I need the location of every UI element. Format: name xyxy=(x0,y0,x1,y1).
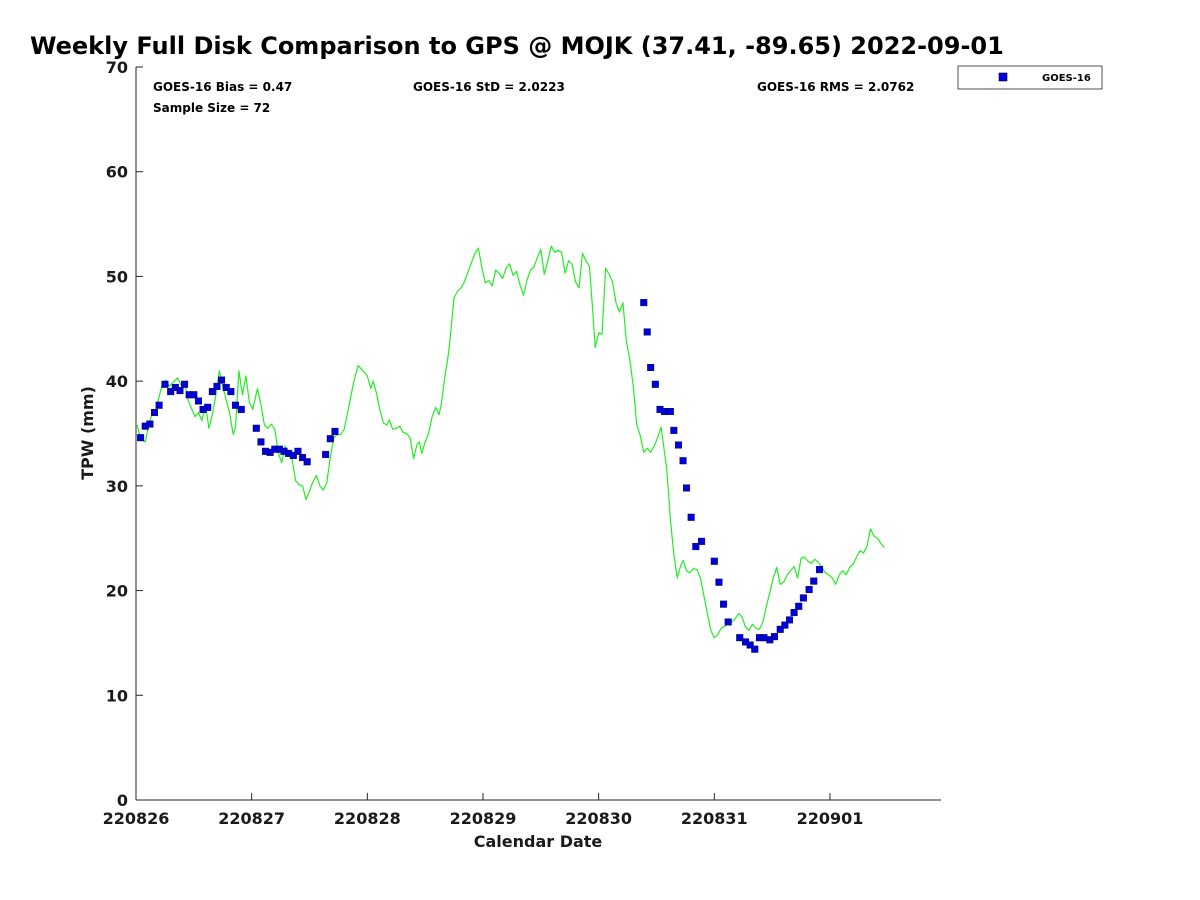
x-axis-ticks: 220826 220827 220828 220829 220830 220831 2209… xyxy=(103,793,864,828)
goes16-point xyxy=(190,391,198,399)
goes16-point xyxy=(751,645,759,653)
legend-marker-goes16 xyxy=(998,72,1008,82)
x-tick-label: 220830 xyxy=(565,809,632,828)
goes16-point xyxy=(237,405,245,413)
goes16-point xyxy=(666,408,674,416)
goes16-point xyxy=(776,625,784,633)
goes16-point xyxy=(683,484,691,492)
bias-stat: GOES-16 Bias = 0.47 xyxy=(153,80,292,94)
y-tick-label: 10 xyxy=(106,686,128,705)
goes16-point xyxy=(692,543,700,551)
chart-title: Weekly Full Disk Comparison to GPS @ MOJ… xyxy=(30,32,1004,60)
goes16-point xyxy=(816,566,824,574)
goes16-point xyxy=(289,451,297,459)
x-tick-label: 220831 xyxy=(681,809,748,828)
goes16-point xyxy=(736,634,744,642)
goes16-point xyxy=(252,424,260,432)
x-tick-label: 220826 xyxy=(103,809,170,828)
goes16-point xyxy=(781,621,789,629)
goes16-point xyxy=(167,388,175,396)
goes16-point xyxy=(194,397,202,405)
goes16-point xyxy=(720,600,728,608)
goes16-point xyxy=(155,401,163,409)
y-axis-ticks: 0 10 20 30 40 50 60 70 xyxy=(106,58,143,810)
goes16-point xyxy=(303,458,311,466)
goes16-point xyxy=(640,299,648,307)
series-layer xyxy=(136,245,885,653)
goes16-point xyxy=(795,602,803,610)
goes16-point xyxy=(790,609,798,617)
goes16-point xyxy=(670,426,678,434)
y-tick-label: 30 xyxy=(106,477,128,496)
goes16-point xyxy=(810,577,818,585)
goes16-point xyxy=(674,441,682,449)
goes16-point xyxy=(227,388,235,396)
goes16-point xyxy=(218,376,226,384)
goes16-point xyxy=(651,380,659,388)
legend: GOES-16 xyxy=(957,65,1103,90)
y-axis-title: TPW (mm) xyxy=(78,386,97,480)
goes16-point xyxy=(299,454,307,462)
goes16-point xyxy=(181,380,189,388)
goes16-point xyxy=(151,409,159,417)
gps-tpw-line xyxy=(136,245,885,639)
goes16-point xyxy=(710,557,718,565)
goes16-point xyxy=(257,438,265,446)
y-tick-label: 40 xyxy=(106,372,128,391)
goes16-point xyxy=(137,434,145,442)
goes16-point xyxy=(679,457,687,465)
goes16-point xyxy=(647,364,655,372)
y-tick-label: 50 xyxy=(106,267,128,286)
goes16-point xyxy=(698,537,706,545)
goes16-point xyxy=(208,388,216,396)
goes16-point xyxy=(805,586,813,594)
legend-box xyxy=(957,65,1103,90)
plot-area xyxy=(136,67,941,800)
y-tick-label: 60 xyxy=(106,163,128,182)
goes16-point xyxy=(146,420,154,428)
goes16-point xyxy=(161,380,169,388)
goes16-point xyxy=(326,435,334,443)
x-tick-label: 220827 xyxy=(218,809,285,828)
goes16-point xyxy=(222,383,230,391)
y-tick-label: 20 xyxy=(106,582,128,601)
x-tick-label: 220828 xyxy=(334,809,401,828)
goes16-point xyxy=(322,450,330,458)
goes16-point xyxy=(294,447,302,455)
goes16-point xyxy=(213,382,221,390)
goes16-point xyxy=(176,387,184,395)
goes16-point xyxy=(204,403,212,411)
goes16-point xyxy=(331,427,339,435)
legend-label-goes16: GOES-16 xyxy=(1042,73,1091,84)
goes16-point xyxy=(724,618,732,626)
y-tick-label: 0 xyxy=(117,791,128,810)
sample-size-stat: Sample Size = 72 xyxy=(153,101,270,115)
x-axis-title: Calendar Date xyxy=(474,832,603,851)
goes16-point xyxy=(746,641,754,649)
rms-stat: GOES-16 RMS = 2.0762 xyxy=(757,80,914,94)
goes16-point xyxy=(643,328,651,336)
x-tick-label: 220901 xyxy=(797,809,864,828)
x-tick-label: 220829 xyxy=(450,809,517,828)
goes16-point xyxy=(715,578,723,586)
goes16-point xyxy=(770,633,778,641)
goes16-point xyxy=(687,513,695,521)
y-tick-label: 70 xyxy=(106,58,128,77)
goes16-point xyxy=(231,401,239,409)
std-stat: GOES-16 StD = 2.0223 xyxy=(413,80,565,94)
goes16-point xyxy=(785,616,793,624)
goes16-point xyxy=(799,594,807,602)
